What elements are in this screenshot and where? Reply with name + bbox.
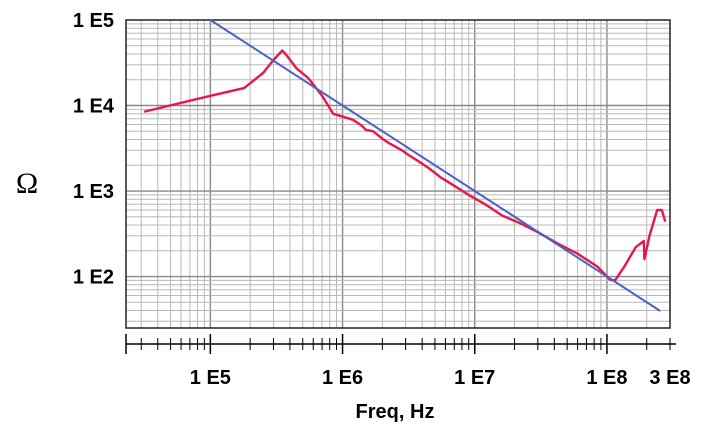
x-tick-label: 1 E7 bbox=[454, 367, 495, 389]
plot-frame bbox=[125, 19, 671, 329]
x-axis-title: Freq, Hz bbox=[356, 401, 435, 423]
x-axis bbox=[125, 334, 676, 354]
x-tick-label: 3 E8 bbox=[649, 367, 690, 389]
y-tick-label: 1 E4 bbox=[73, 96, 115, 118]
x-tick-label: 1 E6 bbox=[322, 367, 363, 389]
tick-labels: 1 E5 1 E6 1 E7 1 E8 3 E8 1 E2 1 E3 1 E4 1 E5 bbox=[73, 10, 691, 389]
y-tick-label: 1 E2 bbox=[73, 267, 114, 289]
y-tick-label: 1 E3 bbox=[73, 181, 114, 203]
y-axis-unit: Ω bbox=[16, 167, 38, 200]
series-group bbox=[143, 19, 667, 312]
reference-slope-line bbox=[209, 19, 661, 312]
measured-impedance-line bbox=[143, 49, 667, 282]
y-tick-label: 1 E5 bbox=[73, 10, 114, 32]
grid bbox=[126, 20, 670, 328]
x-tick-label: 1 E8 bbox=[586, 367, 627, 389]
x-tick-label: 1 E5 bbox=[190, 367, 231, 389]
